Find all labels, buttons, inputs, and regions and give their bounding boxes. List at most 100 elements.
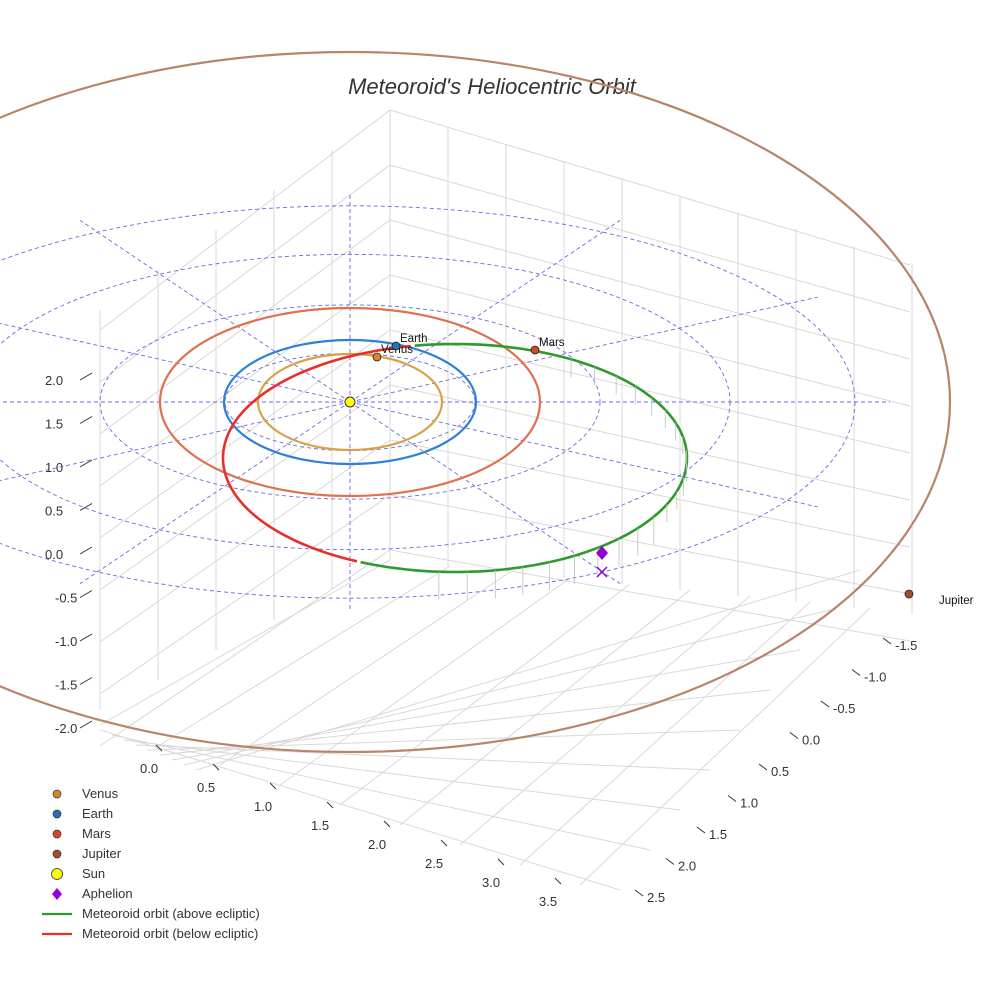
z-tick-label: -1.0 (55, 634, 77, 649)
aphelion-marker (596, 546, 608, 560)
z-tick-label: -2.0 (55, 721, 77, 736)
grid-line (519, 601, 811, 866)
x-tick-label: 1.0 (254, 799, 272, 814)
grid-line (99, 164, 391, 383)
y-tick-mark (758, 763, 768, 771)
meteoroid-orbit (221, 342, 689, 600)
venus-marker (372, 352, 382, 362)
legend-label: Jupiter (82, 846, 122, 861)
legend-symbol (42, 912, 72, 916)
chart-title: Meteoroid's Heliocentric Orbit (348, 74, 636, 99)
y-tick-label: -0.5 (833, 701, 855, 716)
x-tick-mark (155, 744, 163, 752)
ecliptic-ring (99, 304, 601, 500)
x-tick-label: 3.5 (539, 894, 557, 909)
y-tick-mark (789, 732, 799, 739)
grid-line (389, 219, 911, 360)
x-tick-mark (383, 820, 391, 828)
z-tick-label: 2.0 (45, 373, 63, 388)
x-tick-mark (212, 763, 220, 771)
legend-dot (52, 789, 62, 799)
grid-line (99, 729, 621, 891)
legend: Venus Earth Mars Jupiter Sun Aphelion Meteoroi… (40, 784, 260, 944)
y-tick-label: 2.5 (647, 890, 665, 905)
aphelion-projection (596, 566, 608, 578)
legend-dot (52, 809, 62, 819)
z-tick-label: 1.5 (45, 417, 63, 432)
mars-label: Mars (539, 337, 565, 349)
z-tick-mark (79, 459, 93, 468)
ecliptic-spoke (349, 401, 818, 508)
y-tick-mark (851, 669, 861, 676)
legend-item: Aphelion (40, 884, 260, 904)
y-tick-mark (727, 795, 737, 802)
legend-label: Meteoroid orbit (above ecliptic) (82, 906, 260, 921)
z-tick-mark (79, 590, 93, 598)
y-tick-label: 0.0 (802, 733, 820, 748)
legend-label: Venus (82, 786, 119, 801)
grid-line (99, 384, 391, 591)
grid-line (99, 219, 391, 435)
grid-line (399, 589, 691, 826)
orbit-mars (158, 306, 542, 498)
x-tick-label: 2.0 (368, 837, 386, 852)
y-tick-mark (820, 700, 830, 708)
x-tick-mark (554, 877, 562, 885)
planet-orbits (0, 51, 951, 753)
x-tick-mark (269, 782, 277, 790)
grid-line (339, 583, 631, 806)
legend-label: Mars (82, 826, 111, 841)
z-tick-mark (79, 677, 93, 685)
x-tick-mark (440, 839, 448, 847)
x-tick-label: 2.5 (425, 856, 443, 871)
y-tick-label: -1.0 (864, 670, 886, 685)
ecliptic-spoke (349, 219, 621, 403)
ecliptic-spoke (79, 219, 351, 403)
meteoroid-orbit-above (360, 342, 689, 574)
ecliptic-spoke (0, 401, 351, 481)
grid-line (183, 609, 831, 766)
grid-line (279, 577, 571, 786)
legend-symbol (51, 868, 63, 880)
ecliptic-spoke (79, 401, 351, 585)
legend-dot (52, 829, 62, 839)
axis-grid (99, 109, 913, 891)
legend-sun (51, 868, 63, 880)
legend-item: Venus (40, 784, 260, 804)
x-tick-label: 1.5 (311, 818, 329, 833)
sun-marker (344, 396, 356, 408)
grid-line (579, 607, 871, 886)
x-tick-mark (497, 858, 505, 866)
legend-symbol (42, 932, 72, 936)
grid-line (123, 739, 681, 811)
x-tick-label: 3.0 (482, 875, 500, 890)
grid-line (219, 571, 511, 766)
grid-line (389, 164, 911, 313)
grid-line (389, 494, 911, 595)
z-tick-mark (79, 416, 93, 424)
legend-item: Jupiter (40, 844, 260, 864)
z-tick-label: 0.5 (45, 504, 63, 519)
y-tick-label: 0.5 (771, 764, 789, 779)
ecliptic-spoke (0, 323, 351, 403)
meteoroid-orbit-below (221, 344, 411, 563)
ecliptic-spoke (349, 296, 818, 403)
earth-label: Earth (400, 333, 428, 345)
y-tick-label: -1.5 (895, 638, 917, 653)
legend-label: Meteoroid orbit (below ecliptic) (82, 926, 259, 941)
x-tick-label: 0.5 (197, 780, 215, 795)
legend-diamond (52, 888, 62, 900)
z-tick-label: 1.0 (45, 460, 63, 475)
z-tick-mark (79, 372, 93, 381)
ecliptic-spoke (349, 401, 621, 585)
grid-line (99, 439, 391, 643)
legend-dot (52, 849, 62, 859)
grid-line (389, 439, 911, 548)
grid-line (159, 565, 451, 746)
x-tick-mark (326, 801, 334, 809)
grid-line (99, 109, 391, 331)
grid-line (99, 274, 391, 487)
legend-symbol (52, 888, 62, 900)
orbit-earth (222, 338, 478, 466)
